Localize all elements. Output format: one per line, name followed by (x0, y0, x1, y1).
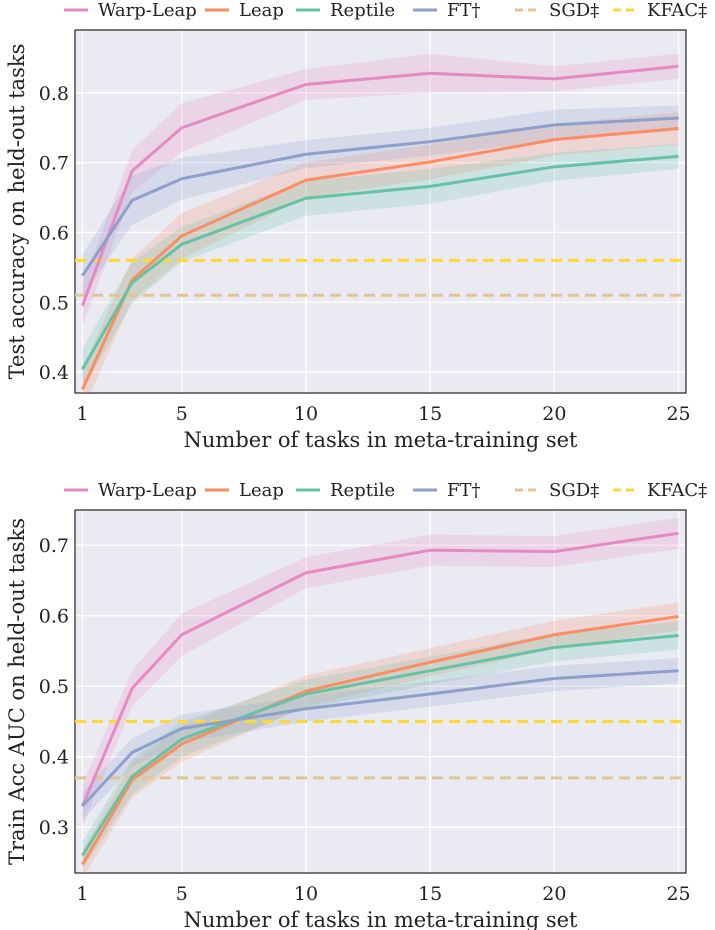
y-tick-label: 0.4 (39, 747, 69, 769)
legend-label-leap: Leap (239, 0, 284, 21)
x-tick-label: 25 (666, 883, 690, 905)
axes-frame (74, 509, 687, 874)
y-tick-label: 0.7 (39, 535, 69, 557)
legend-label-ft: FT† (447, 480, 481, 501)
legend-label-reptile: Reptile (330, 0, 395, 21)
legend-label-leap: Leap (239, 480, 284, 501)
confidence-band-warp_leap (82, 53, 679, 327)
x-tick-label: 20 (542, 883, 566, 905)
legend: Warp-Leap Leap Reptile FT† SGD‡ KFAC‡ (64, 0, 707, 21)
x-tick-label: 10 (294, 883, 318, 905)
confidence-band-warp_leap (82, 517, 679, 828)
y-tick-label: 0.6 (39, 606, 69, 628)
series-line-leap (81, 126, 679, 391)
plot-series (75, 53, 686, 393)
confidence-band-ft (82, 105, 679, 297)
y-tick-label: 0.5 (39, 676, 69, 698)
legend-label-sgd: SGD‡ (549, 0, 599, 21)
legend: Warp-Leap Leap Reptile FT† SGD‡ KFAC‡ (64, 480, 707, 501)
legend-label-warp_leap: Warp-Leap (98, 0, 197, 21)
series-line-warp_leap (81, 64, 679, 307)
plot-area (75, 510, 686, 873)
legend-label-ft: FT† (447, 0, 481, 21)
legend-label-reptile: Reptile (330, 480, 395, 501)
legend-label-sgd: SGD‡ (549, 480, 599, 501)
series-line-leap (81, 614, 679, 866)
x-tick-label: 10 (294, 403, 318, 425)
confidence-band-reptile (82, 143, 679, 391)
x-axis-label: Number of tasks in meta-training set (184, 428, 579, 452)
y-tick-label: 0.8 (39, 83, 69, 105)
y-tick-label: 0.3 (39, 817, 69, 839)
x-tick-label: 5 (176, 883, 188, 905)
x-tick-label: 25 (666, 403, 690, 425)
y-tick-label: 0.5 (39, 292, 69, 314)
x-axis-label: Number of tasks in meta-training set (184, 908, 579, 930)
y-axis-label: Test accuracy on held-out tasks (5, 44, 29, 380)
x-tick-label: 20 (542, 403, 566, 425)
y-tick-label: 0.7 (39, 153, 69, 175)
series-line-warp_leap (81, 531, 679, 807)
y-tick-label: 0.4 (39, 362, 69, 384)
plot-series (75, 517, 686, 873)
series-line-reptile (81, 633, 679, 857)
legend-label-warp_leap: Warp-Leap (98, 480, 197, 501)
series-line-ft (81, 116, 679, 277)
axes-frame (74, 29, 687, 394)
series-line-reptile (81, 154, 679, 371)
plot-area (75, 30, 686, 393)
confidence-band-reptile (82, 621, 679, 870)
series-line-ft (81, 669, 679, 808)
x-tick-label: 1 (76, 883, 88, 905)
x-tick-label: 15 (418, 883, 442, 905)
y-tick-label: 0.6 (39, 222, 69, 244)
legend-label-kfac: KFAC‡ (647, 0, 707, 21)
confidence-band-leap (82, 602, 679, 873)
x-tick-label: 5 (176, 403, 188, 425)
legend-label-kfac: KFAC‡ (647, 480, 707, 501)
y-axis-label: Train Acc AUC on held-out tasks (5, 518, 29, 865)
x-tick-label: 15 (418, 403, 442, 425)
x-tick-label: 1 (76, 403, 88, 425)
